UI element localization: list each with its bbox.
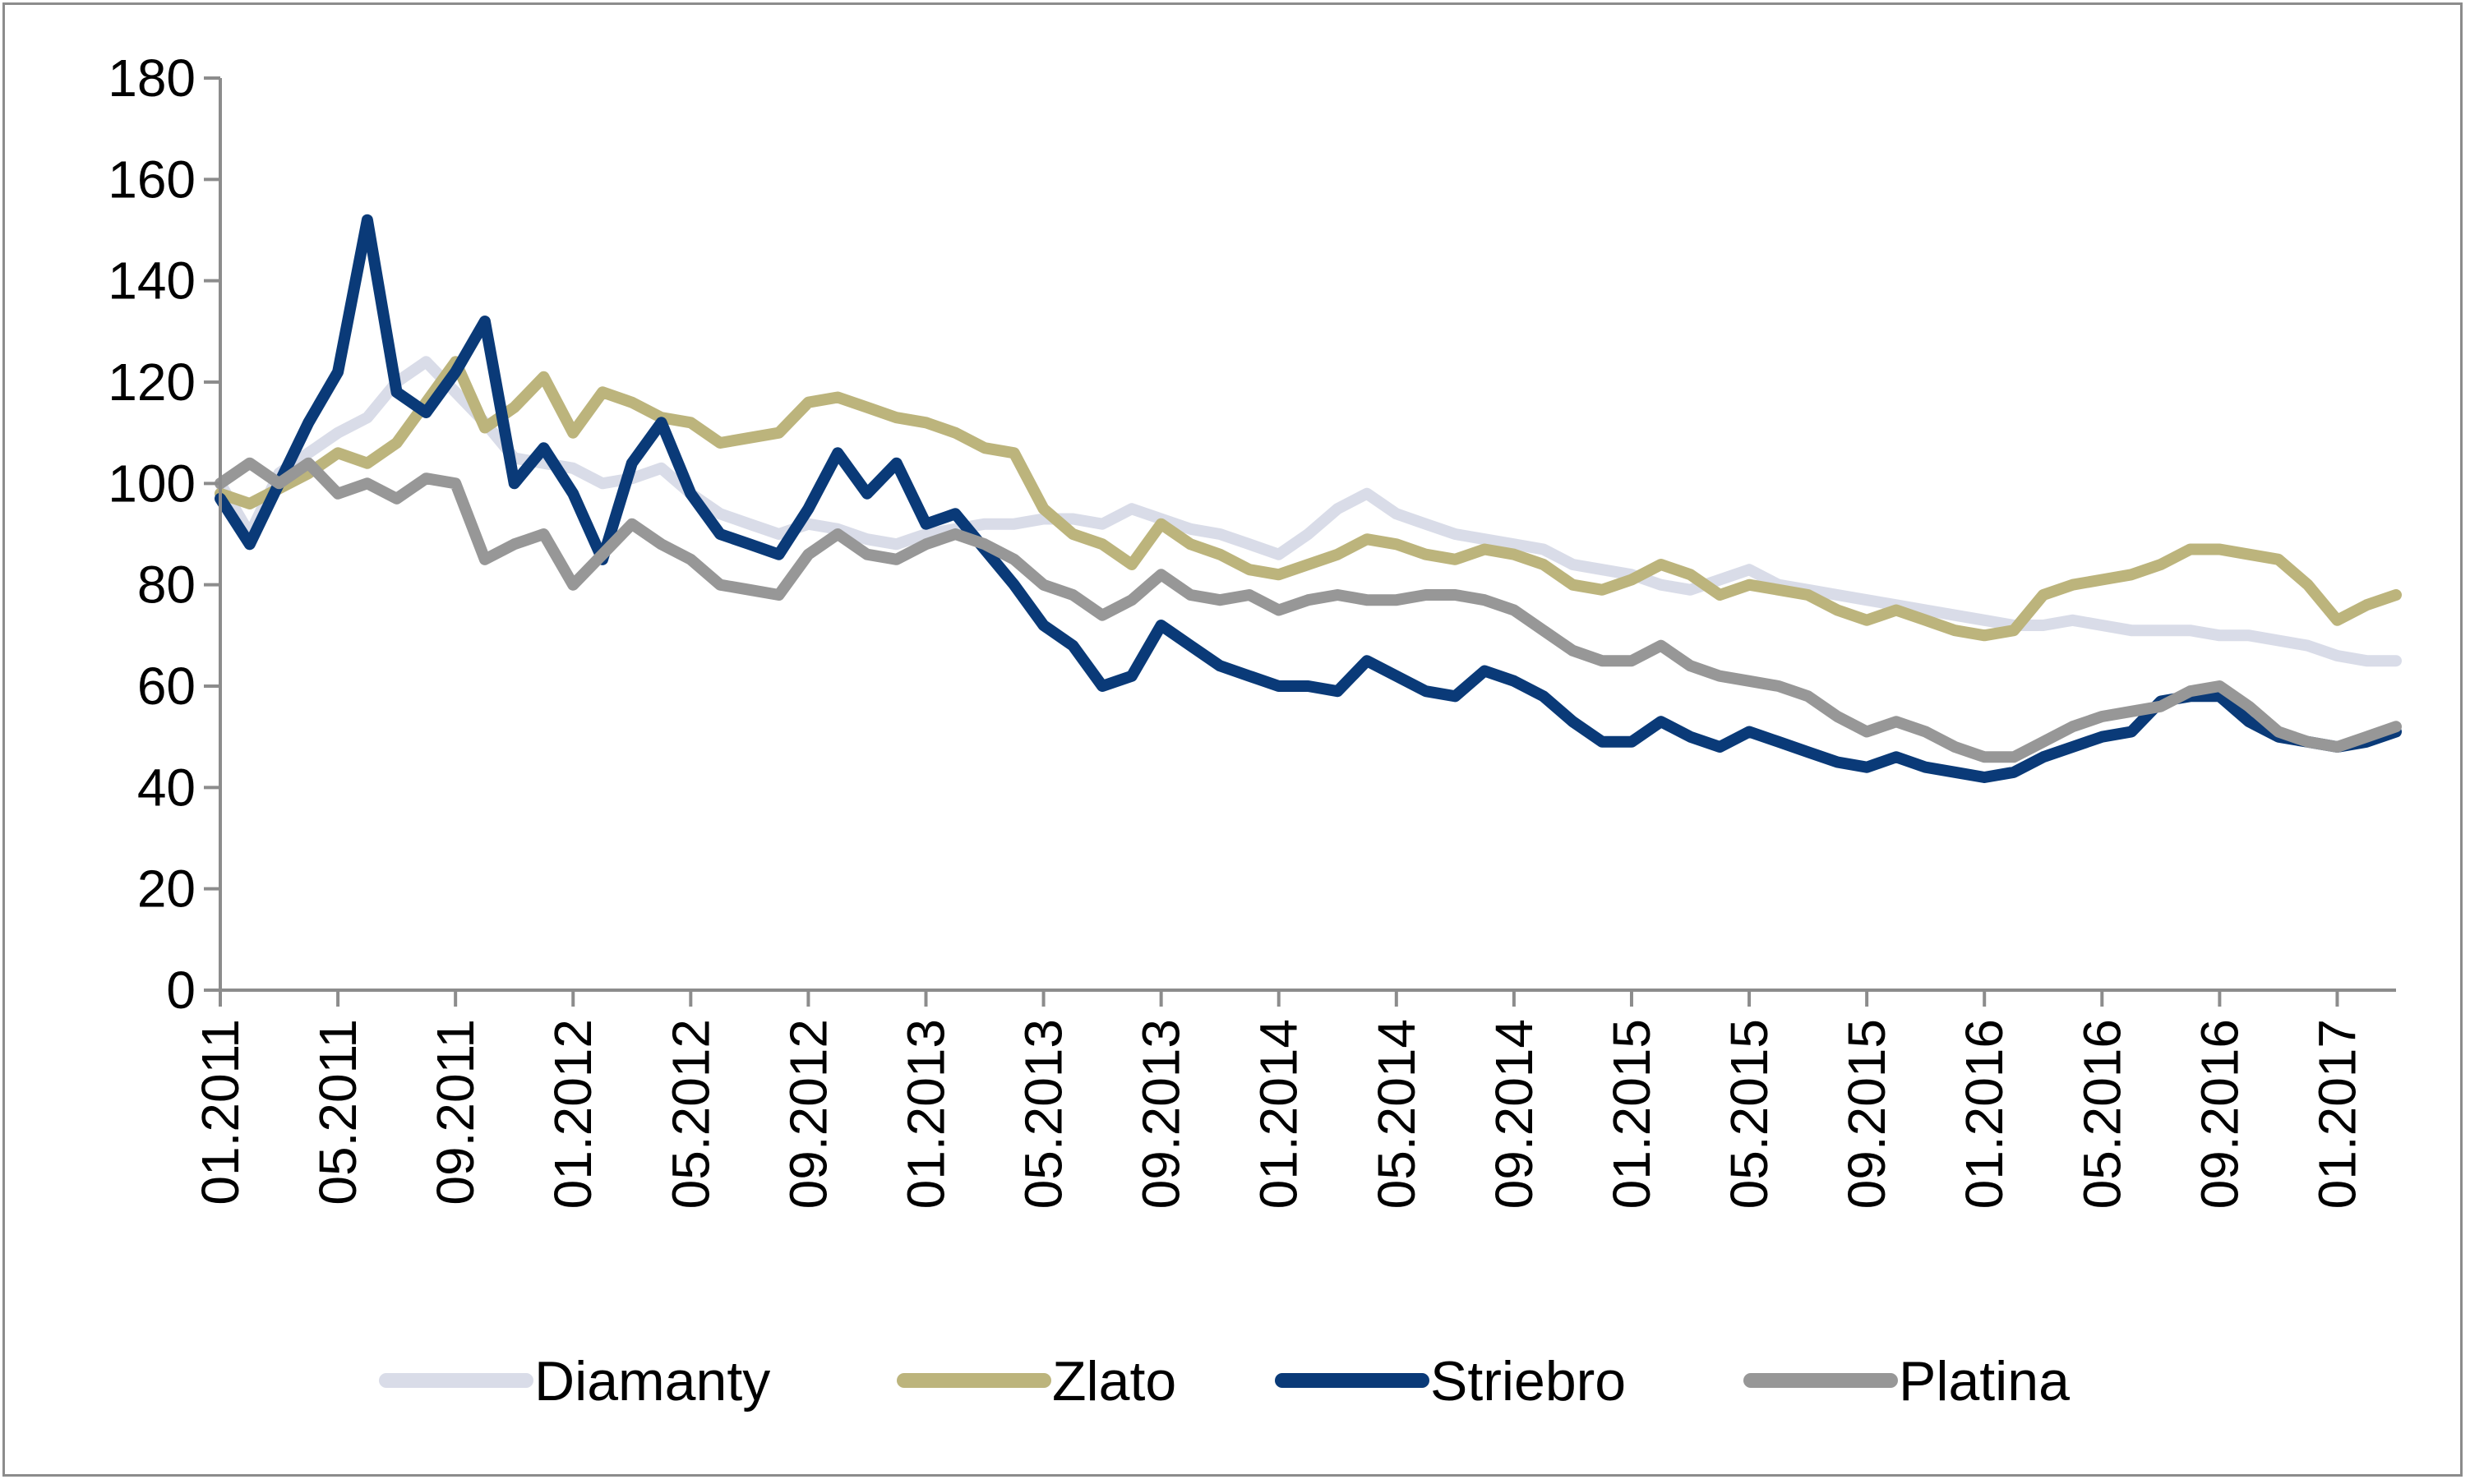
x-tick-label: 01.2014 xyxy=(1249,1019,1309,1209)
series-layer xyxy=(215,214,2402,783)
x-tick-label: 01.2012 xyxy=(543,1019,602,1209)
x-tick-label: 01.2011 xyxy=(191,1019,250,1205)
y-tick-label: 80 xyxy=(137,555,196,615)
x-tick-label: 05.2013 xyxy=(1014,1019,1073,1209)
y-tick-label: 180 xyxy=(108,48,196,108)
legend: Diamanty Zlato Striebro Platina xyxy=(379,1350,2070,1413)
x-tick-label: 09.2011 xyxy=(426,1019,485,1205)
axes-layer xyxy=(219,78,2396,992)
series-line-striebro xyxy=(215,214,2402,783)
x-tick-label: 09.2015 xyxy=(1837,1019,1896,1209)
y-tick-label: 120 xyxy=(108,353,196,412)
y-tick-label: 40 xyxy=(137,758,196,817)
legend-label: Platina xyxy=(1899,1350,2070,1413)
y-tick-label: 0 xyxy=(166,961,196,1020)
x-tick-label: 01.2015 xyxy=(1602,1019,1661,1209)
legend-label: Diamanty xyxy=(534,1350,770,1413)
y-tick-label: 140 xyxy=(108,251,196,311)
x-tick-label: 05.2016 xyxy=(2072,1019,2131,1209)
legend-item-diamanty: Diamanty xyxy=(379,1350,770,1413)
x-tick-label: 05.2014 xyxy=(1367,1019,1426,1209)
legend-item-zlato: Zlato xyxy=(897,1350,1176,1413)
x-tick-label: 09.2014 xyxy=(1484,1019,1544,1209)
x-tick-label: 05.2012 xyxy=(661,1019,720,1209)
x-tick-label: 01.2016 xyxy=(1955,1019,2014,1209)
series-line-diamanty xyxy=(215,356,2402,667)
series-line-platina xyxy=(215,457,2402,763)
x-tick-label: 05.2015 xyxy=(1720,1019,1779,1209)
x-tick-label: 09.2012 xyxy=(778,1019,838,1209)
legend-label: Striebro xyxy=(1430,1350,1626,1413)
legend-item-striebro: Striebro xyxy=(1275,1350,1626,1413)
y-tick-label: 100 xyxy=(108,454,196,513)
x-tick-label: 09.2013 xyxy=(1132,1019,1191,1209)
x-tick-label: 09.2016 xyxy=(2190,1019,2249,1209)
x-axis-ticks: 01.2011 05.2011 09.2011 01.2012 05.2012 09.20… xyxy=(191,990,2366,1209)
y-tick-label: 160 xyxy=(108,150,196,209)
y-tick-label: 20 xyxy=(137,860,196,919)
y-tick-label: 60 xyxy=(137,657,196,716)
x-tick-label: 05.2011 xyxy=(308,1019,367,1205)
x-tick-label: 01.2013 xyxy=(896,1019,955,1209)
x-tick-label: 01.2017 xyxy=(2307,1019,2366,1209)
y-axis-ticks: 0 20 40 60 80 100 120 140 160 180 xyxy=(108,48,220,1020)
legend-label: Zlato xyxy=(1052,1350,1176,1413)
legend-item-platina: Platina xyxy=(1743,1350,2070,1413)
series-line-zlato xyxy=(215,356,2402,642)
